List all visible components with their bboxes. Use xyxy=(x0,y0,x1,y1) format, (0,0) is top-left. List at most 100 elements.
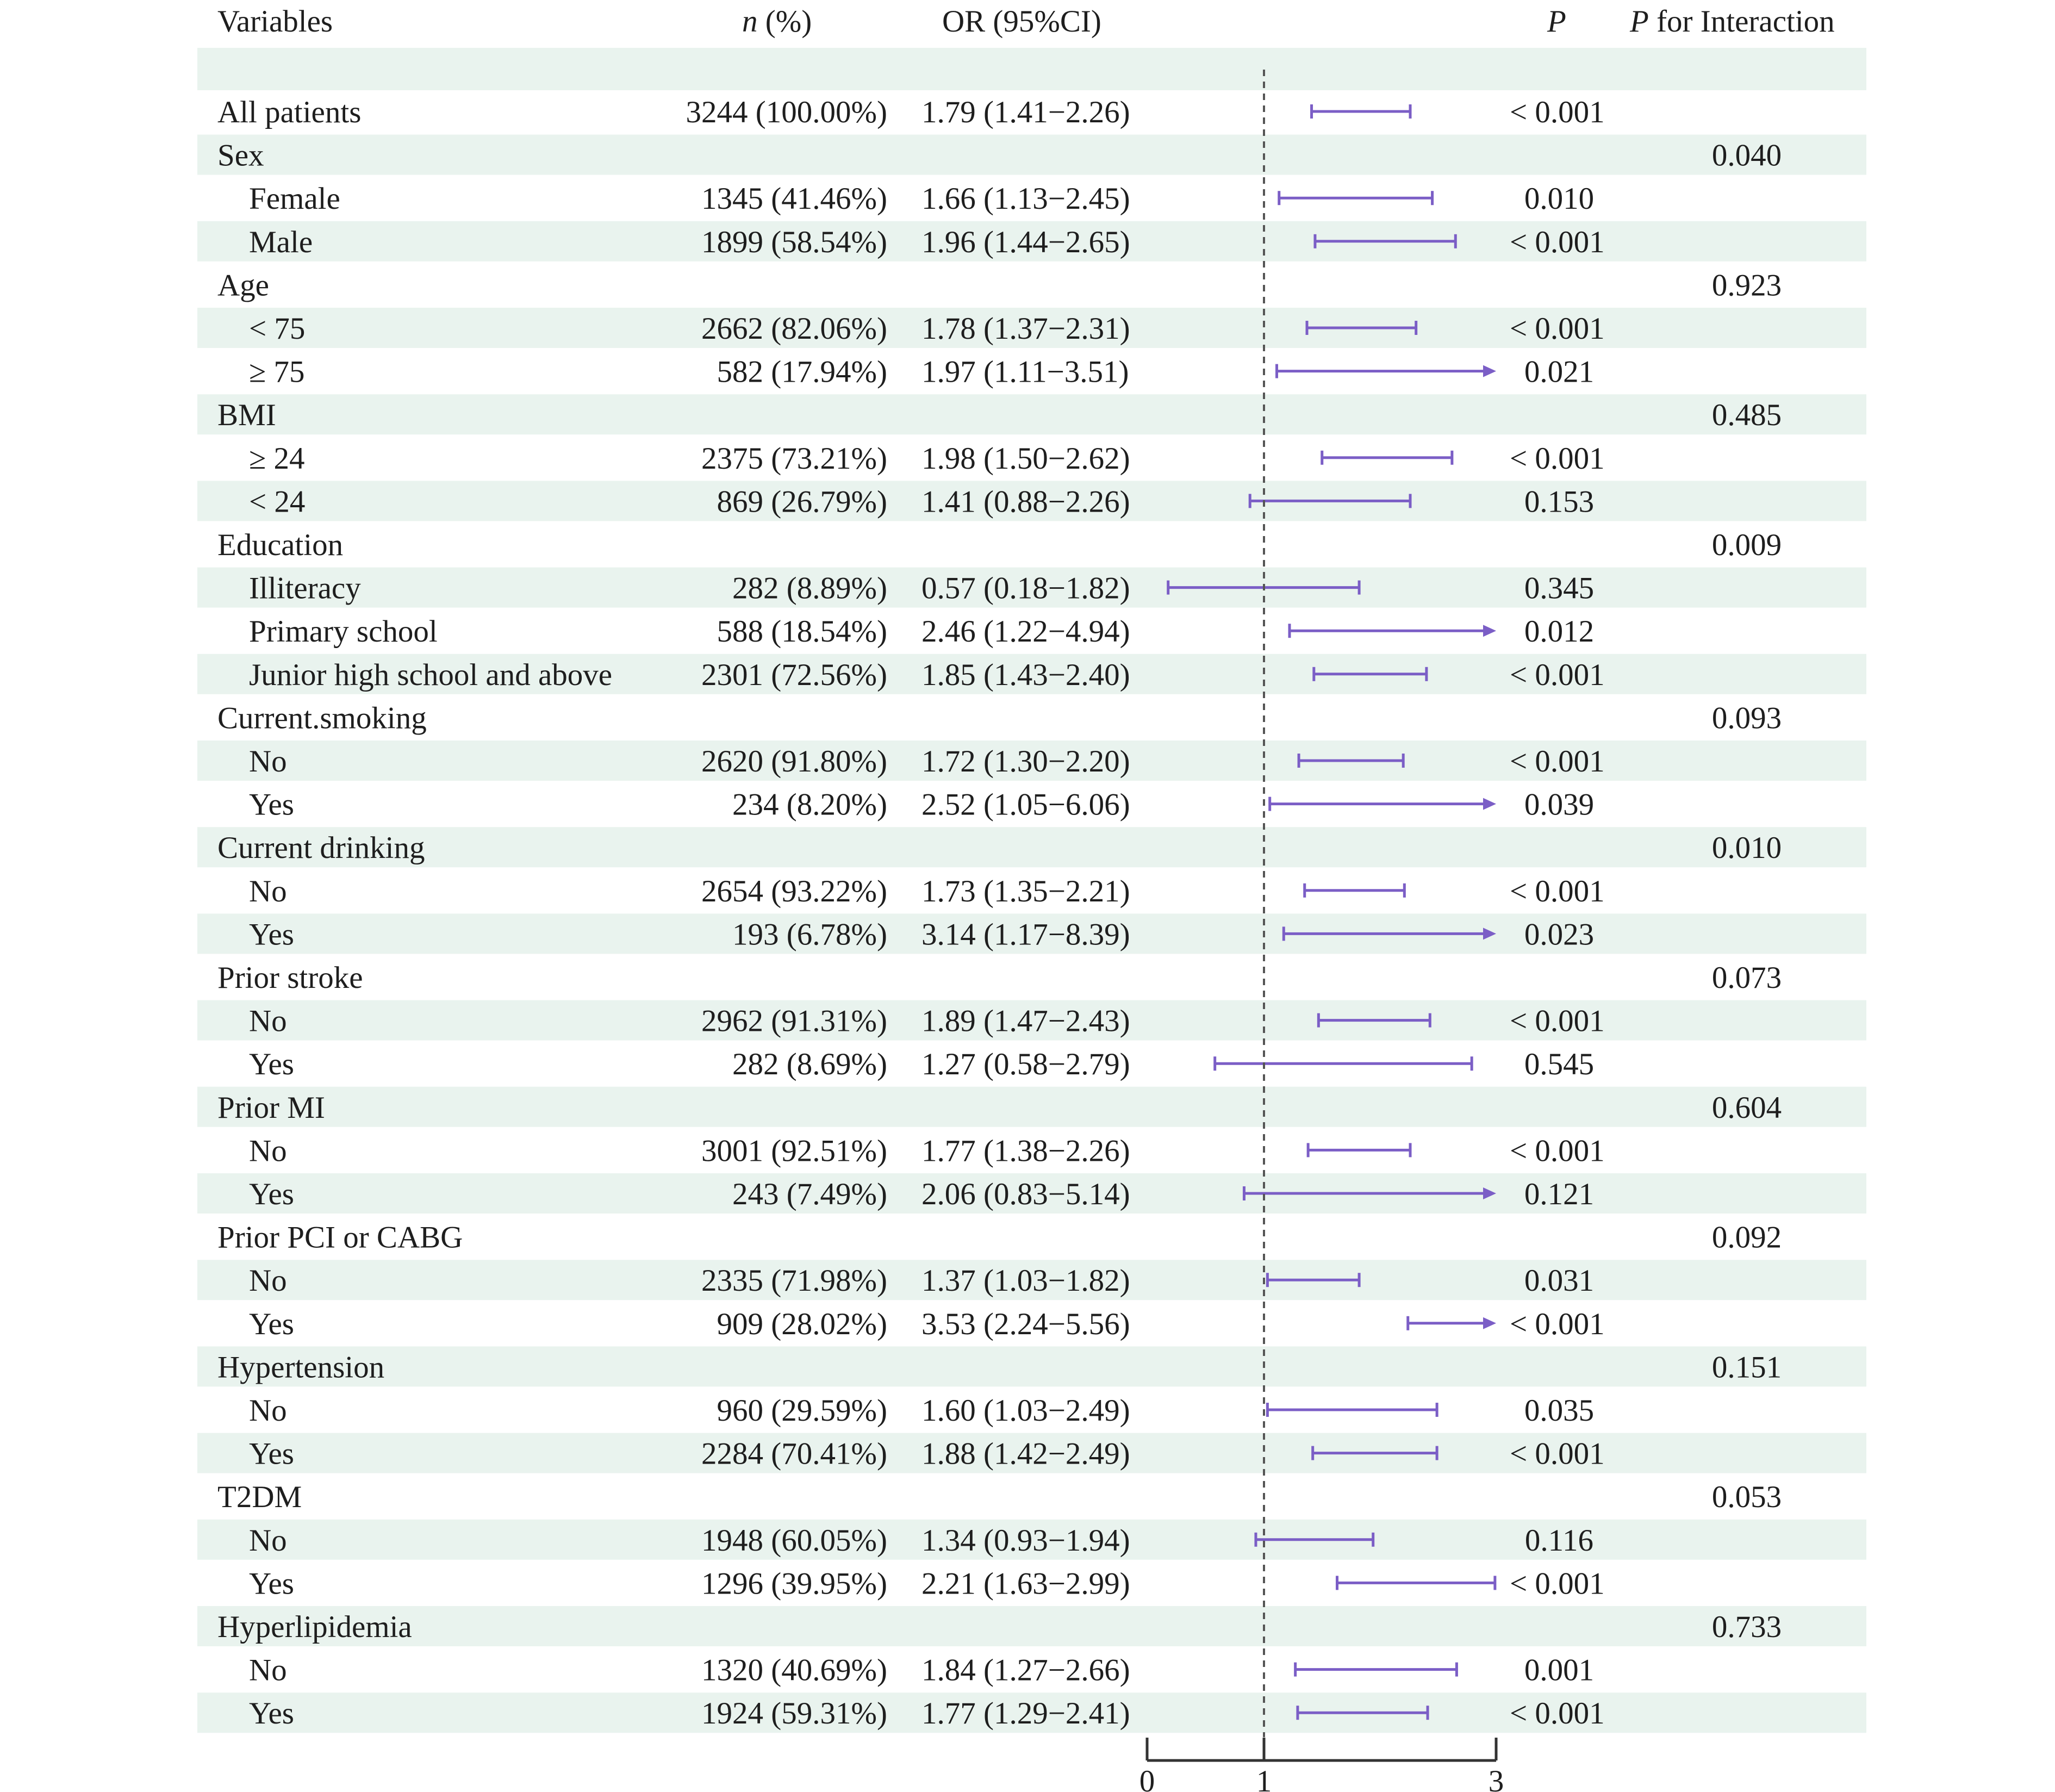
header-p-interaction: P for Interaction xyxy=(1629,4,1835,39)
variable-label: Hyperlipidemia xyxy=(217,1610,412,1644)
subgroup-label: No xyxy=(249,1004,287,1038)
p-interaction: 0.053 xyxy=(1712,1480,1782,1514)
header-p-interaction-italic: P xyxy=(1629,4,1649,39)
header-p-interaction-rest: for Interaction xyxy=(1649,4,1835,39)
n-percent: 2654 (93.22%) xyxy=(701,874,887,909)
row-band xyxy=(197,1519,1866,1560)
row-bands xyxy=(197,48,1866,1733)
variable-label: T2DM xyxy=(217,1480,302,1514)
p-value: < 0.001 xyxy=(1510,744,1605,779)
subgroup-label: ≥ 75 xyxy=(249,355,305,389)
or-ci-text: 2.52 (1.05−6.06) xyxy=(921,788,1130,822)
n-percent: 2284 (70.41%) xyxy=(701,1437,887,1471)
p-value: 0.031 xyxy=(1524,1264,1594,1298)
p-value: < 0.001 xyxy=(1510,1134,1605,1168)
variable-label: All patients xyxy=(217,95,361,129)
subgroup-label: Primary school xyxy=(249,614,438,649)
p-value: < 0.001 xyxy=(1510,312,1605,346)
subgroup-label: No xyxy=(249,744,287,779)
row-band xyxy=(197,913,1866,954)
n-percent: 582 (17.94%) xyxy=(717,355,887,389)
row-band xyxy=(197,394,1866,435)
p-value: < 0.001 xyxy=(1510,1566,1605,1601)
p-value: 0.021 xyxy=(1524,355,1594,389)
subgroup-label: No xyxy=(249,1134,287,1168)
header-row: Variables n (%) OR (95%CI) P P for Inter… xyxy=(217,4,1835,39)
row-band xyxy=(197,741,1866,781)
row-band xyxy=(197,1086,1866,1127)
row-band xyxy=(197,654,1866,694)
n-percent: 193 (6.78%) xyxy=(732,917,887,951)
n-percent: 2301 (72.56%) xyxy=(701,658,887,692)
n-percent: 2662 (82.06%) xyxy=(701,312,887,346)
p-interaction: 0.092 xyxy=(1712,1221,1782,1255)
row-band xyxy=(197,1693,1866,1733)
variable-label: Hypertension xyxy=(217,1350,384,1384)
p-interaction: 0.040 xyxy=(1712,139,1782,173)
variable-label: Prior MI xyxy=(217,1091,325,1125)
row-band xyxy=(197,1346,1866,1387)
table-rows: All patients 3244 (100.00%) 1.79 (1.41−2.2… xyxy=(217,95,1782,1731)
row-band xyxy=(197,1260,1866,1301)
or-ci-text: 1.60 (1.03−2.49) xyxy=(921,1393,1130,1428)
p-interaction: 0.093 xyxy=(1712,701,1782,735)
or-ci-text: 1.72 (1.30−2.20) xyxy=(921,744,1130,779)
p-interaction: 0.009 xyxy=(1712,528,1782,562)
p-value: 0.039 xyxy=(1524,788,1594,822)
or-ci-text: 1.27 (0.58−2.79) xyxy=(921,1047,1130,1081)
or-ci-text: 2.06 (0.83−5.14) xyxy=(921,1177,1130,1211)
row-band xyxy=(197,481,1866,521)
or-ci-text: 1.37 (1.03−1.82) xyxy=(921,1264,1130,1298)
p-value: < 0.001 xyxy=(1510,1696,1605,1731)
n-percent: 3001 (92.51%) xyxy=(701,1134,887,1168)
variable-label: BMI xyxy=(217,398,276,432)
p-interaction: 0.604 xyxy=(1712,1091,1782,1125)
subgroup-label: No xyxy=(249,1523,287,1558)
p-value: < 0.001 xyxy=(1510,658,1605,692)
header-variables: Variables xyxy=(217,4,333,39)
or-ci-text: 1.77 (1.38−2.26) xyxy=(921,1134,1130,1168)
row-band xyxy=(197,308,1866,348)
n-percent: 3244 (100.00%) xyxy=(686,95,887,129)
ci-arrow xyxy=(1483,798,1496,810)
p-interaction: 0.733 xyxy=(1712,1610,1782,1644)
n-percent: 1899 (58.54%) xyxy=(701,225,887,259)
n-percent: 909 (28.02%) xyxy=(717,1307,887,1341)
header-band xyxy=(197,48,1866,90)
n-percent: 960 (29.59%) xyxy=(717,1393,887,1428)
or-ci-text: 1.96 (1.44−2.65) xyxy=(921,225,1130,259)
or-ci-text: 1.89 (1.47−2.43) xyxy=(921,1004,1130,1038)
n-percent: 1948 (60.05%) xyxy=(701,1523,887,1558)
p-interaction: 0.010 xyxy=(1712,831,1782,865)
axis-tick-label: 1 xyxy=(1256,1764,1272,1792)
p-value: 0.153 xyxy=(1524,484,1594,519)
n-percent: 588 (18.54%) xyxy=(717,614,887,649)
subgroup-label: No xyxy=(249,1264,287,1298)
n-percent: 2335 (71.98%) xyxy=(701,1264,887,1298)
n-percent: 282 (8.69%) xyxy=(732,1047,887,1081)
subgroup-label: ≥ 24 xyxy=(249,441,305,476)
p-value: 0.545 xyxy=(1524,1047,1594,1081)
p-interaction: 0.073 xyxy=(1712,961,1782,995)
n-percent: 2620 (91.80%) xyxy=(701,744,887,779)
variable-label: Prior stroke xyxy=(217,961,363,995)
p-value: 0.010 xyxy=(1524,182,1594,216)
subgroup-label: No xyxy=(249,874,287,909)
p-value: < 0.001 xyxy=(1510,225,1605,259)
header-p: P xyxy=(1547,4,1566,39)
row-band xyxy=(197,221,1866,262)
or-ci-text: 1.84 (1.27−2.66) xyxy=(921,1653,1130,1688)
p-value: 0.035 xyxy=(1524,1393,1594,1428)
variable-label: Current.smoking xyxy=(217,701,427,735)
subgroup-label: Yes xyxy=(249,1566,294,1601)
p-value: < 0.001 xyxy=(1510,1307,1605,1341)
p-value: 0.116 xyxy=(1525,1523,1593,1558)
n-percent: 1320 (40.69%) xyxy=(701,1653,887,1688)
n-percent: 2962 (91.31%) xyxy=(701,1004,887,1038)
p-value: < 0.001 xyxy=(1510,441,1605,476)
p-value: < 0.001 xyxy=(1510,1437,1605,1471)
p-value: 0.023 xyxy=(1524,917,1594,951)
or-ci-text: 1.78 (1.37−2.31) xyxy=(921,312,1130,346)
n-percent: 234 (8.20%) xyxy=(732,788,887,822)
